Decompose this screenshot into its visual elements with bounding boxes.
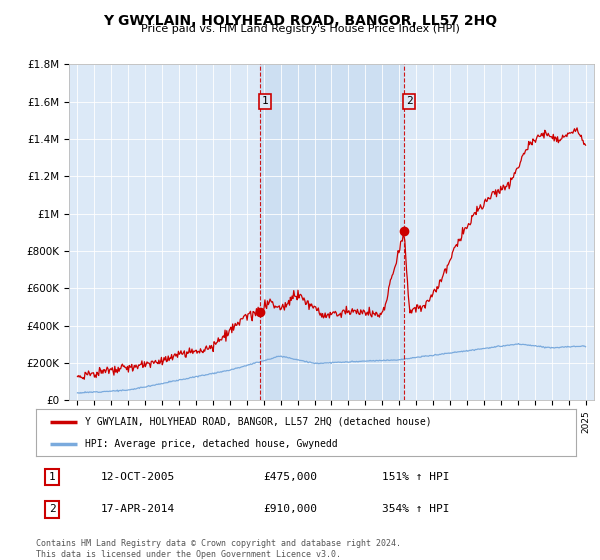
Text: 2: 2 xyxy=(406,96,413,106)
Text: Price paid vs. HM Land Registry's House Price Index (HPI): Price paid vs. HM Land Registry's House … xyxy=(140,24,460,34)
Text: Y GWYLAIN, HOLYHEAD ROAD, BANGOR, LL57 2HQ (detached house): Y GWYLAIN, HOLYHEAD ROAD, BANGOR, LL57 2… xyxy=(85,417,431,427)
Bar xyxy=(260,64,404,400)
Text: 354% ↑ HPI: 354% ↑ HPI xyxy=(382,505,449,514)
Text: 1: 1 xyxy=(262,96,269,106)
Text: 2: 2 xyxy=(49,505,56,514)
Text: 17-APR-2014: 17-APR-2014 xyxy=(101,505,175,514)
Text: £475,000: £475,000 xyxy=(263,472,317,482)
Text: 12-OCT-2005: 12-OCT-2005 xyxy=(101,472,175,482)
Text: HPI: Average price, detached house, Gwynedd: HPI: Average price, detached house, Gwyn… xyxy=(85,438,337,449)
Text: 1: 1 xyxy=(49,472,56,482)
Text: 151% ↑ HPI: 151% ↑ HPI xyxy=(382,472,449,482)
Text: Y GWYLAIN, HOLYHEAD ROAD, BANGOR, LL57 2HQ: Y GWYLAIN, HOLYHEAD ROAD, BANGOR, LL57 2… xyxy=(103,14,497,28)
Text: Contains HM Land Registry data © Crown copyright and database right 2024.
This d: Contains HM Land Registry data © Crown c… xyxy=(36,539,401,559)
Text: £910,000: £910,000 xyxy=(263,505,317,514)
